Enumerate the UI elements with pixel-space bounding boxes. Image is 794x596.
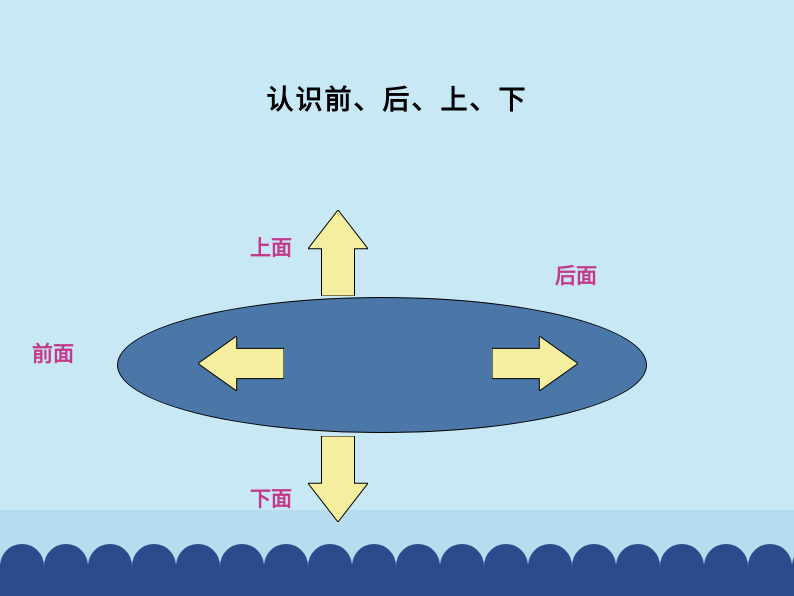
arrow-down-icon bbox=[308, 436, 368, 522]
arrow-up-icon bbox=[308, 210, 368, 296]
arrow-left-icon bbox=[198, 336, 284, 391]
label-up: 上面 bbox=[250, 232, 292, 262]
label-front: 前面 bbox=[32, 338, 74, 368]
background-top bbox=[0, 0, 794, 510]
label-down: 下面 bbox=[250, 483, 292, 513]
label-back: 后面 bbox=[555, 260, 597, 290]
arrow-right-icon bbox=[492, 336, 578, 391]
scallop-border-icon bbox=[0, 544, 794, 596]
page-title: 认识前、后、上、下 bbox=[0, 78, 794, 117]
